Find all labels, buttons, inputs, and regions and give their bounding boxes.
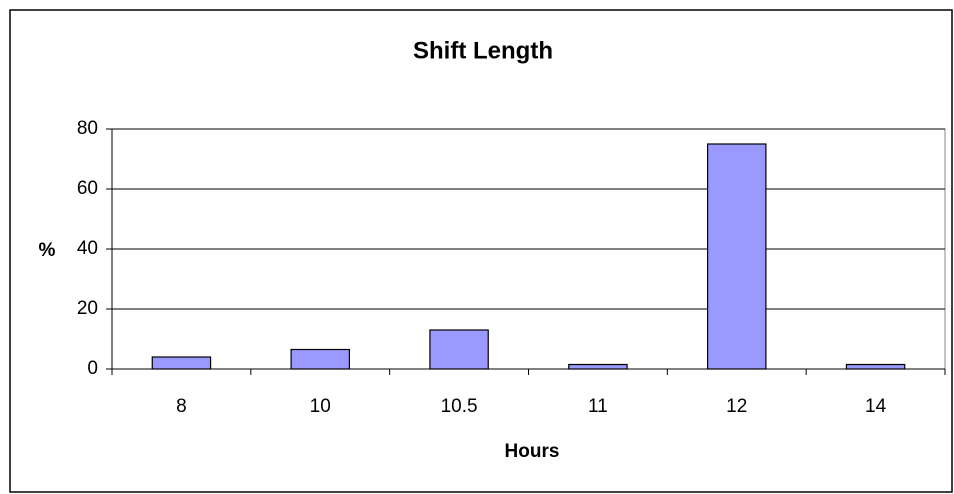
chart-border bbox=[9, 9, 953, 493]
bar bbox=[429, 329, 489, 370]
x-tick-label: 14 bbox=[865, 396, 887, 417]
bar bbox=[845, 363, 906, 370]
bar bbox=[290, 348, 351, 370]
x-axis-label: Hours bbox=[505, 441, 560, 462]
x-tick-label: 10.5 bbox=[441, 396, 478, 417]
bar bbox=[568, 363, 628, 370]
x-tick-label: 8 bbox=[176, 396, 187, 417]
bar bbox=[706, 143, 767, 370]
y-tick-label: 0 bbox=[87, 358, 98, 379]
x-tick-label: 12 bbox=[726, 396, 747, 417]
x-tick-label: 10 bbox=[310, 396, 331, 417]
y-axis-label: % bbox=[39, 240, 56, 261]
y-tick-label: 80 bbox=[77, 118, 98, 139]
y-tick-label: 20 bbox=[77, 298, 98, 319]
y-tick-label: 60 bbox=[77, 178, 98, 199]
x-tick-label: 11 bbox=[588, 396, 608, 417]
bar bbox=[151, 356, 212, 370]
chart-title: Shift Length bbox=[413, 37, 553, 64]
y-tick-label: 40 bbox=[77, 238, 98, 259]
